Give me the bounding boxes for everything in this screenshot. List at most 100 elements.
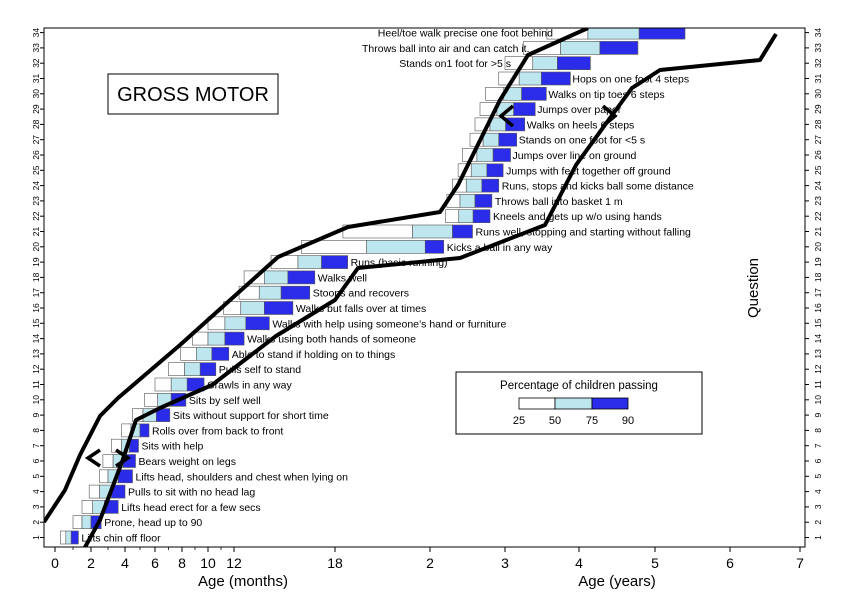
bar-q5-seg1 bbox=[99, 469, 109, 484]
plot-frame bbox=[43, 27, 806, 548]
y-tick-label-left-27: 27 bbox=[31, 135, 41, 145]
bar-q2-seg2 bbox=[81, 515, 92, 530]
y-tick-label-right-31: 31 bbox=[813, 74, 823, 84]
y-tick-label-left-15: 15 bbox=[31, 318, 41, 328]
bar-q18-seg2 bbox=[263, 270, 289, 285]
bar-q17-seg2 bbox=[258, 285, 282, 300]
legend-label-50: 50 bbox=[549, 415, 561, 427]
milestone-label-q33: Throws ball into air and can catch it. bbox=[362, 43, 530, 55]
bar-q1-seg3 bbox=[70, 530, 79, 545]
bar-q15-seg3 bbox=[245, 316, 270, 331]
y-tick-label-right-29: 29 bbox=[813, 104, 823, 114]
bar-q26-seg3 bbox=[492, 148, 511, 162]
y-tick-label-right-2: 2 bbox=[813, 520, 823, 525]
y-tick-label-left-30: 30 bbox=[31, 89, 41, 99]
y-axis-label: Question bbox=[745, 258, 762, 318]
bar-q33-seg2 bbox=[560, 41, 601, 55]
bar-q21-seg3 bbox=[452, 224, 473, 239]
y-tick-label-right-11: 11 bbox=[813, 380, 823, 389]
y-tick-label-right-21: 21 bbox=[813, 227, 823, 237]
milestone-label-q19: Runs (basic running) bbox=[351, 257, 448, 269]
x-tick-label-years-7: 7 bbox=[796, 555, 804, 571]
bar-q4-seg1 bbox=[88, 484, 100, 499]
y-tick-label-left-10: 10 bbox=[31, 395, 41, 405]
milestone-label-q5: Lifts head, shoulders and chest when lyi… bbox=[136, 471, 349, 483]
chart-title: GROSS MOTOR bbox=[117, 84, 269, 106]
y-tick-label-left-9: 9 bbox=[31, 412, 41, 417]
y-tick-label-left-18: 18 bbox=[31, 272, 41, 282]
milestone-label-q2: Prone, head up to 90 bbox=[104, 517, 202, 529]
y-tick-label-right-25: 25 bbox=[813, 165, 823, 175]
y-tick-label-left-6: 6 bbox=[31, 458, 41, 463]
y-tick-label-left-26: 26 bbox=[31, 150, 41, 160]
y-tick-label-left-13: 13 bbox=[31, 349, 41, 359]
bar-q19-seg3 bbox=[321, 255, 348, 269]
legend-swatch-3 bbox=[591, 397, 629, 410]
y-tick-label-right-28: 28 bbox=[813, 119, 823, 129]
y-tick-label-right-19: 19 bbox=[813, 257, 823, 267]
bar-q26-seg2 bbox=[476, 148, 494, 162]
x-tick-label-years-5: 5 bbox=[651, 555, 659, 571]
y-tick-label-right-13: 13 bbox=[813, 349, 823, 359]
y-tick-label-left-23: 23 bbox=[31, 196, 41, 206]
y-tick-label-left-16: 16 bbox=[31, 303, 41, 313]
legend-swatch-2 bbox=[554, 397, 593, 410]
x-tick-label-months-8: 8 bbox=[178, 555, 186, 571]
bar-q25-seg2 bbox=[470, 163, 488, 178]
bar-q10-seg1 bbox=[144, 392, 158, 407]
milestone-label-q29: Jumps over paper bbox=[537, 104, 622, 116]
y-tick-label-right-9: 9 bbox=[813, 412, 823, 417]
y-tick-label-right-6: 6 bbox=[813, 458, 823, 463]
milestone-label-q16: Walks but falls over at times bbox=[296, 303, 426, 315]
bar-q1-seg2 bbox=[65, 530, 72, 545]
bar-q27-seg2 bbox=[482, 132, 500, 147]
bar-q22-seg3 bbox=[472, 209, 491, 223]
y-tick-label-right-22: 22 bbox=[813, 211, 823, 221]
milestone-label-q14: Walks using both hands of someone bbox=[247, 334, 416, 346]
y-tick-label-right-4: 4 bbox=[813, 489, 823, 494]
y-tick-label-left-20: 20 bbox=[31, 242, 41, 252]
bar-q27-seg3 bbox=[498, 132, 518, 147]
bar-q12-seg1 bbox=[168, 362, 185, 377]
bar-q1-seg1 bbox=[60, 530, 67, 545]
milestone-label-q7: Sits with help bbox=[142, 441, 204, 453]
bar-q2-seg1 bbox=[72, 515, 83, 530]
bar-q29-seg3 bbox=[513, 102, 536, 116]
bar-q22-seg2 bbox=[458, 209, 474, 223]
milestone-label-q17: Stoops and recovers bbox=[313, 288, 409, 300]
x-tick-label-months-18: 18 bbox=[327, 555, 343, 571]
bar-q31-seg2 bbox=[518, 71, 542, 86]
y-tick-label-left-11: 11 bbox=[31, 380, 41, 389]
milestone-label-q13: Able to stand if holding on to things bbox=[232, 349, 395, 361]
bar-q8-seg3 bbox=[139, 423, 150, 438]
y-tick-label-left-29: 29 bbox=[31, 104, 41, 114]
legend-title: Percentage of children passing bbox=[500, 380, 658, 392]
milestone-label-q27: Stands on one foot for <5 s bbox=[519, 135, 645, 147]
y-tick-label-right-18: 18 bbox=[813, 272, 823, 282]
y-tick-label-right-17: 17 bbox=[813, 288, 823, 298]
y-tick-label-left-33: 33 bbox=[31, 43, 41, 53]
milestone-label-q18: Walks well bbox=[318, 272, 367, 284]
bar-q23-seg2 bbox=[459, 194, 476, 208]
legend-label-75: 75 bbox=[586, 415, 598, 427]
bar-q30-seg3 bbox=[521, 87, 547, 101]
bar-q11-seg2 bbox=[170, 377, 188, 392]
milestone-label-q1: Lifts chin off floor bbox=[81, 533, 161, 545]
y-tick-label-right-33: 33 bbox=[813, 43, 823, 53]
y-tick-label-left-8: 8 bbox=[31, 428, 41, 433]
bar-q32-seg2 bbox=[532, 56, 558, 71]
milestone-label-q15: Walks with help using someone’s hand or … bbox=[272, 318, 506, 330]
bar-q12-seg3 bbox=[199, 362, 217, 377]
milestone-label-q22: Kneels and gets up w/o using hands bbox=[493, 211, 662, 223]
left-arrow-infant bbox=[84, 448, 101, 468]
left-arrow-child bbox=[498, 104, 515, 128]
y-tick-label-right-8: 8 bbox=[813, 428, 823, 433]
bar-q16-seg3 bbox=[263, 301, 294, 315]
milestone-label-q26: Jumps over line on ground bbox=[513, 150, 637, 162]
y-tick-label-left-34: 34 bbox=[31, 28, 41, 38]
milestone-label-q30: Walks on tip toes 6 steps bbox=[548, 89, 664, 101]
x-axis-label-years: Age (years) bbox=[578, 573, 656, 590]
bar-q20-seg3 bbox=[424, 240, 445, 254]
y-tick-label-left-5: 5 bbox=[31, 474, 41, 479]
bar-q13-seg3 bbox=[211, 347, 230, 361]
